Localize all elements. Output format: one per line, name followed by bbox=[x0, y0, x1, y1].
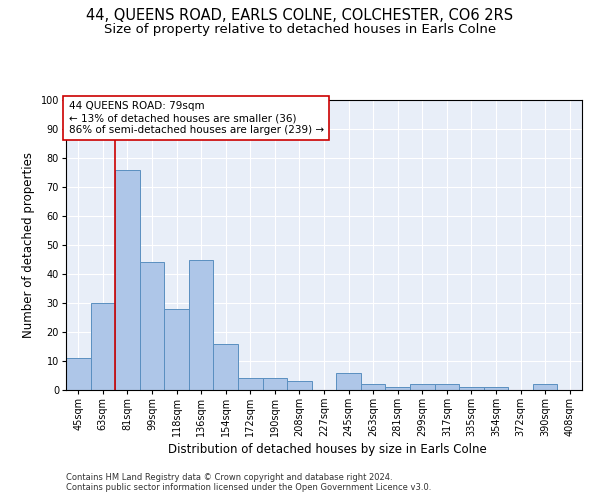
Bar bbox=[287, 382, 312, 390]
Bar bbox=[410, 384, 434, 390]
Bar bbox=[459, 387, 484, 390]
Bar bbox=[336, 372, 361, 390]
Text: Contains public sector information licensed under the Open Government Licence v3: Contains public sector information licen… bbox=[66, 482, 431, 492]
Bar bbox=[361, 384, 385, 390]
Bar bbox=[66, 358, 91, 390]
Text: Size of property relative to detached houses in Earls Colne: Size of property relative to detached ho… bbox=[104, 22, 496, 36]
Bar bbox=[214, 344, 238, 390]
Bar bbox=[91, 303, 115, 390]
Bar bbox=[484, 387, 508, 390]
Bar bbox=[533, 384, 557, 390]
Text: Contains HM Land Registry data © Crown copyright and database right 2024.: Contains HM Land Registry data © Crown c… bbox=[66, 472, 392, 482]
Bar bbox=[140, 262, 164, 390]
Y-axis label: Number of detached properties: Number of detached properties bbox=[22, 152, 35, 338]
Bar bbox=[263, 378, 287, 390]
Bar bbox=[164, 309, 189, 390]
Bar bbox=[238, 378, 263, 390]
Bar bbox=[115, 170, 140, 390]
Bar bbox=[189, 260, 214, 390]
Bar bbox=[385, 387, 410, 390]
Text: 44, QUEENS ROAD, EARLS COLNE, COLCHESTER, CO6 2RS: 44, QUEENS ROAD, EARLS COLNE, COLCHESTER… bbox=[86, 8, 514, 22]
Text: 44 QUEENS ROAD: 79sqm
← 13% of detached houses are smaller (36)
86% of semi-deta: 44 QUEENS ROAD: 79sqm ← 13% of detached … bbox=[68, 102, 324, 134]
Bar bbox=[434, 384, 459, 390]
Text: Distribution of detached houses by size in Earls Colne: Distribution of detached houses by size … bbox=[167, 442, 487, 456]
